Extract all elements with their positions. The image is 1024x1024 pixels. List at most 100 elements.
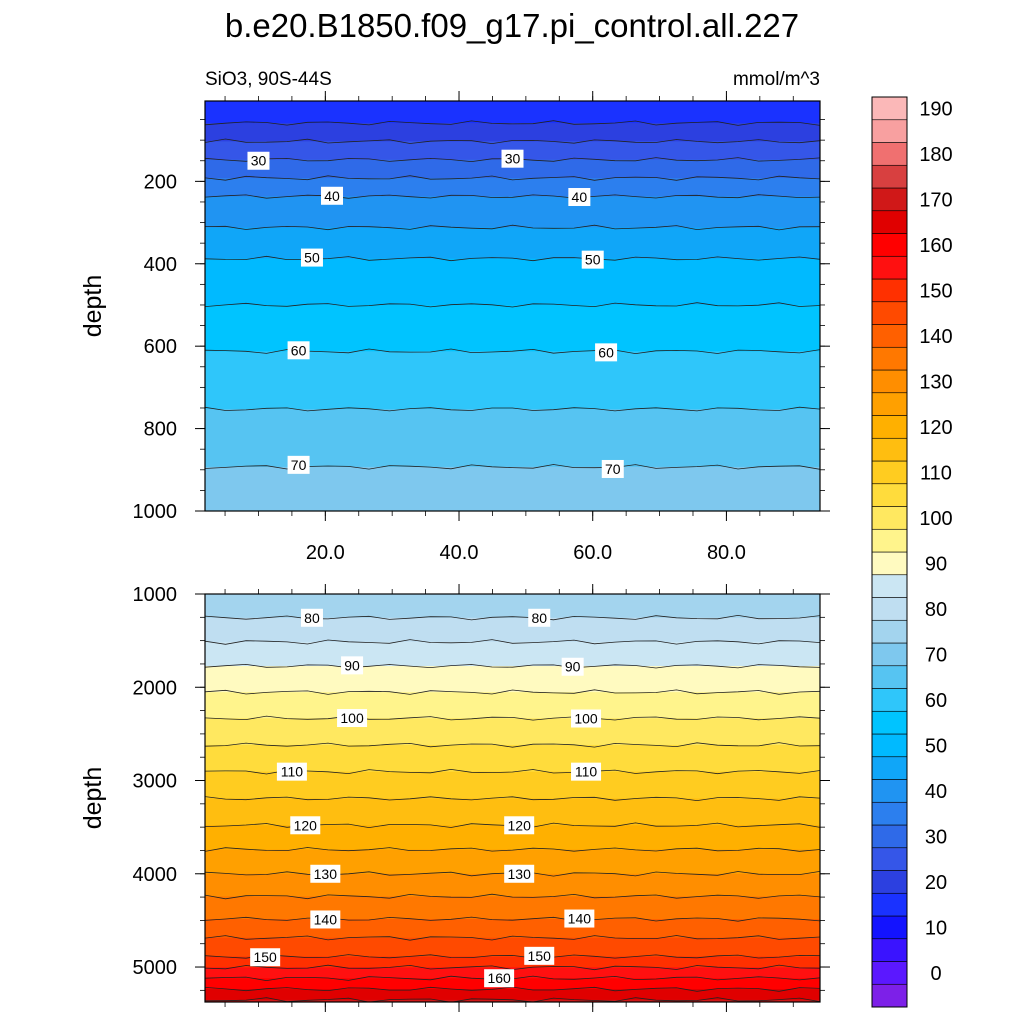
units-label: mmol/m^3 (733, 69, 820, 90)
contour-label: 130 (508, 866, 532, 882)
colorbar-label: 10 (925, 917, 947, 939)
contour-band (205, 718, 820, 746)
colorbar-swatch (871, 437, 908, 462)
colorbar-swatch (871, 460, 908, 485)
colorbar-swatch (871, 142, 908, 166)
contour-label: 60 (598, 344, 614, 360)
contour-label: 30 (505, 151, 521, 167)
colorbar-label: 30 (925, 826, 947, 848)
contour-band (205, 666, 820, 693)
y-axis-label: depth (79, 767, 107, 830)
colorbar-swatch (871, 187, 908, 212)
colorbar-swatch (871, 119, 908, 143)
contour-line (205, 893, 820, 900)
contour-label-box (561, 657, 584, 676)
contour-band (205, 159, 820, 179)
contour-band (205, 989, 820, 1001)
colorbar-label: 180 (919, 144, 952, 166)
contour-label: 90 (344, 657, 360, 673)
colorbar-swatch (871, 233, 908, 257)
colorbar-label: 20 (925, 872, 947, 894)
contour-label: 40 (324, 188, 340, 204)
colorbar-label: 160 (919, 235, 952, 257)
variable-label: SiO3, 90S-44S (205, 69, 332, 90)
contour-label-box (564, 909, 595, 928)
colorbar-swatch (871, 551, 908, 576)
contour-label: 50 (585, 252, 601, 268)
contour-fill-upper: 30 30 40 40 50 50 60 60 70 70 (205, 101, 820, 511)
contour-panels: 30 30 40 40 50 50 60 60 70 70 20.0 40.0 60.0 80.0 200 4… (79, 91, 830, 1012)
colorbar-swatch (871, 824, 908, 849)
contour-line (205, 120, 820, 126)
colorbar-swatch (871, 733, 908, 758)
contour-label-box (581, 250, 604, 269)
colorbar-swatch (871, 892, 908, 917)
y-tick-label: 1000 (133, 584, 178, 606)
colorbar-swatch (871, 255, 908, 280)
contour-label: 120 (294, 817, 318, 833)
contour-label: 110 (281, 764, 304, 780)
contour-label: 70 (605, 461, 621, 477)
colorbar-swatch (871, 210, 908, 234)
contour-line (205, 138, 820, 145)
contour-label-box (310, 864, 341, 883)
colorbar-swatch (871, 528, 908, 553)
colorbar-swatch (871, 278, 908, 303)
panel-upper: 30 30 40 40 50 50 60 60 70 70 20.0 40.0 60.0 80.0 200 4… (79, 91, 830, 564)
colorbar-label: 60 (925, 690, 947, 712)
contour-band (205, 692, 820, 719)
contour-label-box (250, 948, 281, 967)
contour-band (205, 999, 820, 1002)
colorbar-swatch (871, 369, 908, 394)
contour-label-box (337, 709, 368, 728)
contour-label: 40 (572, 189, 588, 205)
colorbar-swatch (871, 779, 908, 803)
contour-band (205, 641, 820, 667)
colorbar-swatch (871, 665, 908, 689)
contour-band (205, 617, 820, 643)
contour-line (205, 954, 820, 959)
y-tick-label: 600 (144, 336, 177, 358)
contour-line (205, 768, 820, 775)
contour-label: 140 (568, 911, 592, 927)
colorbar-label: 190 (919, 98, 952, 120)
contour-label: 70 (291, 457, 307, 473)
contour-label: 30 (251, 153, 267, 169)
contour-fill-lower: 80 80 90 90 100 100 110 110 120 120 130 130 140 140 15… (205, 594, 820, 1002)
contour-line (205, 406, 820, 412)
colorbar-swatch (871, 983, 908, 1008)
contour-label-box (321, 186, 344, 205)
colorbar-swatch (871, 483, 908, 507)
chart-title: b.e20.B1850.f09_g17.pi_control.all.227 (225, 7, 799, 44)
contour-line (205, 194, 820, 199)
contour-band (205, 744, 820, 773)
colorbar-swatch (871, 915, 908, 940)
contour-label-box (524, 946, 555, 965)
colorbar-swatch (871, 642, 908, 667)
colorbar-swatch (871, 938, 908, 962)
colorbar-label: 110 (920, 462, 952, 484)
contour-band (205, 123, 820, 142)
x-tick-label: 80.0 (707, 542, 746, 564)
contour-label: 50 (304, 250, 320, 266)
colorbar-swatch (871, 415, 908, 439)
contour-band (205, 919, 820, 939)
colorbar-swatch (871, 756, 908, 780)
colorbar-label: 0 (930, 963, 941, 985)
contour-label: 110 (575, 764, 598, 780)
contour-line (205, 715, 820, 721)
y-tick-label: 400 (144, 254, 177, 276)
contour-label-box (528, 608, 551, 627)
contour-line (205, 796, 820, 802)
contour-label-box (287, 341, 310, 360)
contour-label: 160 (487, 970, 511, 986)
contour-label: 140 (314, 911, 338, 927)
colorbar-label: 150 (919, 280, 952, 302)
contour-label-box (595, 343, 618, 362)
contour-band (205, 258, 820, 306)
colorbar-swatch (871, 870, 908, 894)
panel-lower: 80 80 90 90 100 100 110 110 120 120 130 130 140 140 15… (79, 584, 830, 1012)
colorbar-label: 80 (925, 599, 947, 621)
colorbar-label: 40 (925, 781, 947, 803)
contour-label-box (504, 816, 535, 835)
